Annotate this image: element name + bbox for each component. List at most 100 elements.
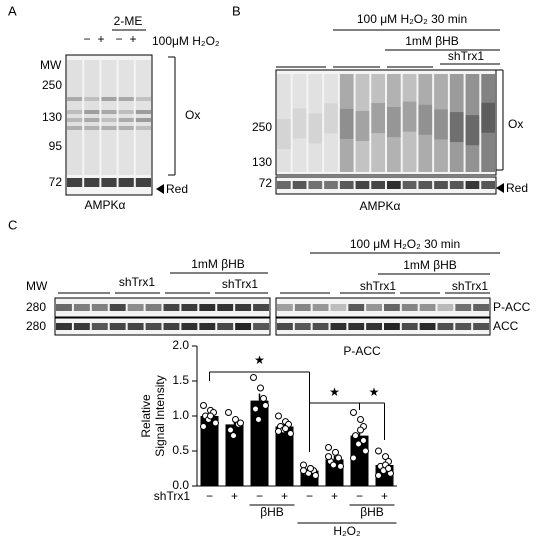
band <box>418 104 433 135</box>
label: 72 <box>49 175 63 189</box>
label: + <box>331 489 338 503</box>
bar <box>225 424 244 486</box>
band <box>371 103 385 134</box>
band <box>294 304 311 311</box>
data-point <box>357 416 364 423</box>
band <box>73 323 90 330</box>
label: Ox <box>508 117 523 131</box>
band <box>118 118 134 122</box>
band <box>181 304 198 311</box>
data-point <box>330 461 337 469</box>
band <box>401 304 418 311</box>
data-point <box>325 444 332 451</box>
data-point <box>312 472 319 479</box>
band <box>387 181 401 189</box>
band <box>67 110 83 114</box>
label: ★ <box>329 385 340 399</box>
band <box>67 126 83 130</box>
blot <box>275 317 491 336</box>
band <box>312 304 329 311</box>
band <box>118 97 134 101</box>
band <box>91 323 108 330</box>
smear <box>465 74 480 172</box>
label: βHB <box>260 505 284 519</box>
label: Ox <box>185 108 200 122</box>
band <box>473 304 489 311</box>
label: 1mM βHB <box>405 34 459 48</box>
label: 100μM H₂O₂ <box>152 34 220 48</box>
band <box>217 304 234 311</box>
label: − <box>206 489 213 503</box>
y-tick-label: 0.5 <box>172 443 189 457</box>
band <box>384 304 400 311</box>
label: 95 <box>49 139 63 153</box>
smear <box>101 60 117 175</box>
data-point <box>335 454 342 462</box>
band <box>324 103 338 134</box>
bar <box>250 400 269 486</box>
band <box>67 178 83 187</box>
arrow <box>496 183 504 193</box>
band <box>455 323 472 330</box>
label: B <box>232 3 241 18</box>
band <box>135 126 151 130</box>
band <box>277 181 291 189</box>
band <box>366 323 382 330</box>
arrow <box>156 184 164 194</box>
y-tick-label: 2.0 <box>172 338 189 352</box>
data-point <box>237 419 244 427</box>
band <box>145 323 162 330</box>
label: 2-ME <box>114 14 143 28</box>
band <box>481 102 495 133</box>
label: + <box>281 489 288 503</box>
band <box>101 97 117 101</box>
label: shTrx1 <box>360 279 397 293</box>
band <box>324 181 338 189</box>
band <box>437 323 454 330</box>
label: 72 <box>259 176 273 190</box>
data-point <box>275 427 282 435</box>
band <box>163 323 180 330</box>
band <box>419 304 436 311</box>
label: + <box>231 489 238 503</box>
band <box>145 304 162 311</box>
band <box>481 181 495 189</box>
label: + <box>129 32 136 46</box>
label: 130 <box>42 110 62 124</box>
band <box>419 323 436 330</box>
band <box>118 110 134 114</box>
data-point <box>350 409 357 416</box>
band <box>135 110 151 114</box>
band <box>355 110 370 141</box>
band <box>199 304 216 311</box>
smear <box>339 74 354 172</box>
data-point <box>232 416 239 423</box>
band <box>339 108 354 139</box>
label: C <box>8 217 17 232</box>
data-point <box>227 426 234 434</box>
smear <box>481 74 495 172</box>
data-point <box>337 462 344 470</box>
band <box>418 181 433 189</box>
band <box>292 181 307 189</box>
band <box>101 178 117 187</box>
band <box>67 97 83 101</box>
label: − <box>115 32 122 46</box>
label: H₂O₂ <box>333 524 361 538</box>
band <box>292 108 307 139</box>
band <box>67 118 83 122</box>
band <box>449 112 464 143</box>
band <box>91 304 108 311</box>
blot <box>54 317 271 336</box>
data-point <box>382 453 389 461</box>
band <box>127 323 144 330</box>
data-point <box>200 402 207 409</box>
label: AMPKα <box>85 198 126 212</box>
label: + <box>381 489 388 503</box>
label: AMPKα <box>360 199 401 213</box>
band <box>348 304 365 311</box>
data-point <box>362 447 369 455</box>
band <box>127 304 144 311</box>
label: ★ <box>254 353 265 367</box>
smear <box>371 74 385 172</box>
